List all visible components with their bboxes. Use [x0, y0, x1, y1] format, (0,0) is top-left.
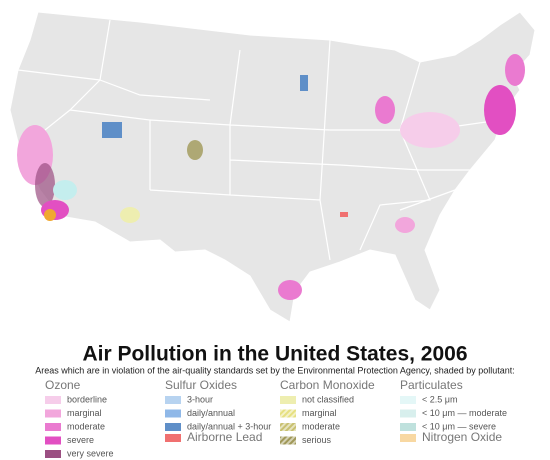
- legend-swatch: [280, 396, 296, 404]
- area: [505, 54, 525, 86]
- legend: Ozone borderline marginal moderate severe ver…: [45, 378, 507, 458]
- subtitle: Areas which are in violation of the air-…: [35, 365, 515, 375]
- legend-heading: Airborne Lead: [187, 430, 262, 444]
- legend-swatch: [165, 434, 181, 442]
- legend-swatch: [165, 423, 181, 431]
- legend-label: daily/annual: [187, 408, 235, 418]
- title: Air Pollution in the United States, 2006: [82, 343, 467, 366]
- area: [484, 85, 516, 135]
- legend-swatch-pattern: [400, 423, 416, 431]
- legend-swatch-pattern: [280, 423, 296, 431]
- legend-swatch: [165, 409, 181, 418]
- legend-label: serious: [302, 435, 332, 445]
- legend-label: severe: [67, 435, 94, 445]
- legend-label: very severe: [67, 448, 114, 458]
- area: [395, 217, 415, 233]
- legend-swatch-pattern: [400, 409, 416, 418]
- area: [102, 122, 122, 138]
- legend-swatch: [165, 396, 181, 404]
- legend-label: moderate: [302, 421, 340, 431]
- area: [400, 112, 460, 148]
- us-map: [9, 11, 536, 323]
- area: [35, 163, 55, 207]
- area: [278, 280, 302, 300]
- legend-label: marginal: [302, 408, 337, 418]
- legend-label: < 10 μm — severe: [422, 421, 496, 431]
- legend-swatch: [45, 423, 61, 431]
- legend-swatch: [45, 436, 61, 445]
- legend-label: borderline: [67, 394, 107, 404]
- legend-swatch-pattern: [280, 436, 296, 445]
- legend-label: not classified: [302, 394, 354, 404]
- legend-swatch: [45, 450, 61, 458]
- area: [120, 207, 140, 223]
- legend-heading: Nitrogen Oxide: [422, 430, 502, 444]
- area: [44, 209, 56, 221]
- legend-swatch-pattern: [400, 434, 416, 442]
- area: [300, 75, 308, 91]
- area: [340, 212, 348, 217]
- legend-label: < 2.5 μm: [422, 394, 457, 404]
- us-outline: [9, 11, 536, 323]
- legend-swatch: [45, 396, 61, 404]
- legend-swatch-pattern: [400, 396, 416, 404]
- legend-label: moderate: [67, 421, 105, 431]
- legend-swatch: [45, 409, 61, 418]
- pollution-areas: [17, 54, 525, 300]
- area: [187, 140, 203, 160]
- legend-heading: Particulates: [400, 378, 463, 392]
- legend-label: 3-hour: [187, 394, 213, 404]
- legend-label: < 10 μm — moderate: [422, 408, 507, 418]
- area: [53, 180, 77, 200]
- legend-label: daily/annual + 3-hour: [187, 421, 271, 431]
- legend-label: marginal: [67, 408, 102, 418]
- legend-heading: Ozone: [45, 378, 81, 392]
- legend-swatch-pattern: [280, 409, 296, 418]
- area: [375, 96, 395, 124]
- legend-heading: Sulfur Oxides: [165, 378, 237, 392]
- legend-heading: Carbon Monoxide: [280, 378, 375, 392]
